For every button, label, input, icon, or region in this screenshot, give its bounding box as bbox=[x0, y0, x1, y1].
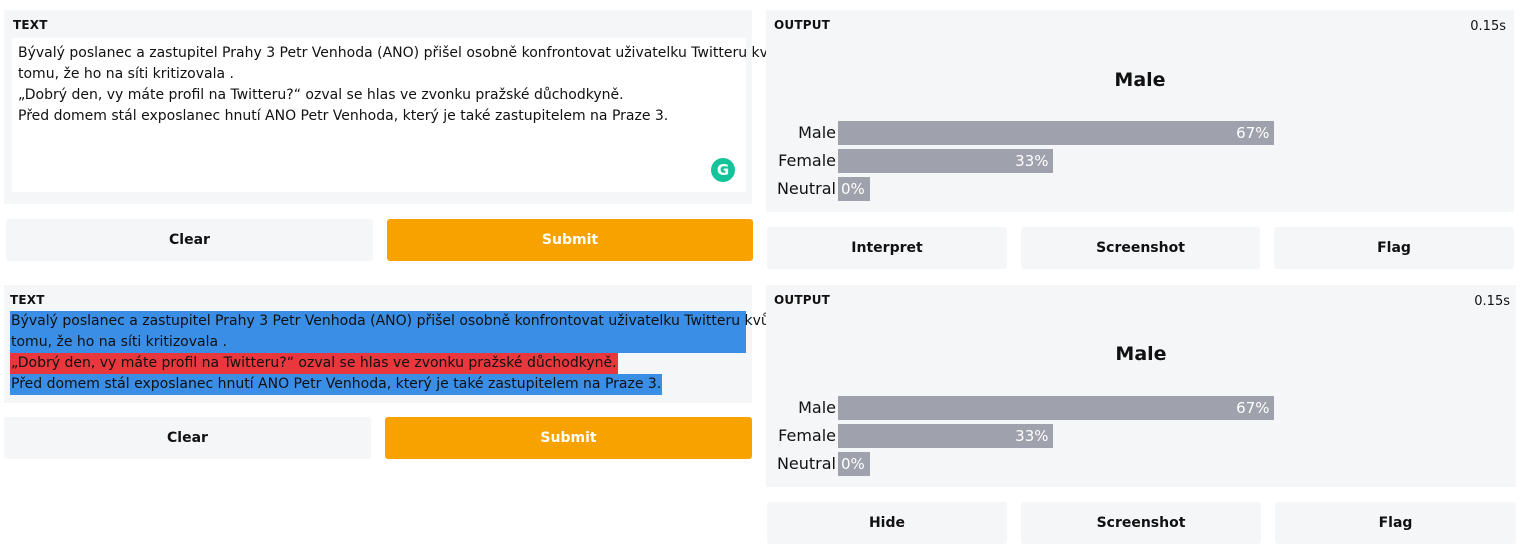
hide-button[interactable]: Hide bbox=[767, 502, 1007, 544]
bar-fill: 67% bbox=[838, 121, 1274, 145]
interpretation-line: „Dobrý den, vy máte profil na Twitteru?“… bbox=[10, 353, 618, 374]
bar-value: 0% bbox=[841, 180, 865, 198]
clear-button[interactable]: Clear bbox=[4, 417, 371, 459]
text-input-line: tomu, že ho na síti kritizovala . bbox=[18, 66, 234, 82]
clear-button[interactable]: Clear bbox=[6, 219, 373, 261]
output-panel: OUTPUT 0.15s Male Male 67% Female 33% Neutra… bbox=[766, 285, 1516, 487]
text-input-line: „Dobrý den, vy máte profil na Twitteru?“… bbox=[18, 87, 624, 103]
output-label: OUTPUT bbox=[774, 293, 831, 307]
timer-badge: 0.15s bbox=[1474, 294, 1510, 309]
bar-value: 0% bbox=[841, 455, 865, 473]
bar-row-neutral: Neutral 0% bbox=[766, 177, 1488, 201]
bar-row-male: Male 67% bbox=[766, 121, 1488, 145]
bar-row-neutral: Neutral 0% bbox=[766, 452, 1488, 476]
text-input-panel: TEXT Bývalý poslanec a zastupitel Prahy … bbox=[4, 10, 785, 204]
bar-row-male: Male 67% bbox=[766, 396, 1488, 420]
interpretation-panel: TEXT Bývalý poslanec a zastupitel Prahy … bbox=[4, 285, 778, 403]
bar-fill: 0% bbox=[838, 177, 870, 201]
bar-value: 67% bbox=[1236, 399, 1270, 417]
output-panel: OUTPUT 0.15s Male Male 67% Female 33% Neutra… bbox=[766, 10, 1514, 212]
bar-row-female: Female 33% bbox=[766, 149, 1488, 173]
bar-label: Neutral bbox=[776, 454, 836, 473]
bar-label: Neutral bbox=[776, 179, 836, 198]
interpretation-line: Před domem stál exposlanec hnutí ANO Pet… bbox=[10, 374, 663, 395]
submit-button[interactable]: Submit bbox=[387, 219, 753, 261]
bar-value: 33% bbox=[1015, 427, 1049, 445]
bar-fill: 33% bbox=[838, 424, 1053, 448]
interpret-button[interactable]: Interpret bbox=[767, 227, 1007, 269]
bar-value: 67% bbox=[1236, 124, 1270, 142]
text-input-line: Před domem stál exposlanec hnutí ANO Pet… bbox=[18, 108, 669, 124]
submit-button[interactable]: Submit bbox=[385, 417, 752, 459]
bar-fill: 33% bbox=[838, 149, 1053, 173]
text-input-line: Bývalý poslanec a zastupitel Prahy 3 Pet… bbox=[18, 45, 785, 61]
flag-button[interactable]: Flag bbox=[1275, 502, 1516, 544]
interpretation-label: TEXT bbox=[10, 293, 45, 307]
input-label: TEXT bbox=[13, 18, 48, 32]
predicted-label: Male bbox=[1115, 343, 1167, 365]
flag-button[interactable]: Flag bbox=[1274, 227, 1514, 269]
bar-fill: 67% bbox=[838, 396, 1274, 420]
bar-label: Female bbox=[778, 426, 836, 445]
output-label: OUTPUT bbox=[774, 18, 831, 32]
bar-fill: 0% bbox=[838, 452, 870, 476]
text-input[interactable]: Bývalý poslanec a zastupitel Prahy 3 Pet… bbox=[12, 38, 785, 192]
interpretation-line: tomu, že ho na síti kritizovala . bbox=[10, 332, 746, 353]
grammarly-icon[interactable]: G bbox=[711, 158, 735, 182]
screenshot-button[interactable]: Screenshot bbox=[1021, 227, 1260, 269]
bar-value: 33% bbox=[1015, 152, 1049, 170]
predicted-label: Male bbox=[1114, 69, 1166, 91]
interpretation-line: Bývalý poslanec a zastupitel Prahy 3 Pet… bbox=[10, 311, 778, 332]
bar-label: Female bbox=[778, 151, 836, 170]
screenshot-button[interactable]: Screenshot bbox=[1021, 502, 1261, 544]
bar-label: Male bbox=[798, 123, 836, 142]
bar-row-female: Female 33% bbox=[766, 424, 1488, 448]
timer-badge: 0.15s bbox=[1470, 19, 1506, 34]
bar-label: Male bbox=[798, 398, 836, 417]
